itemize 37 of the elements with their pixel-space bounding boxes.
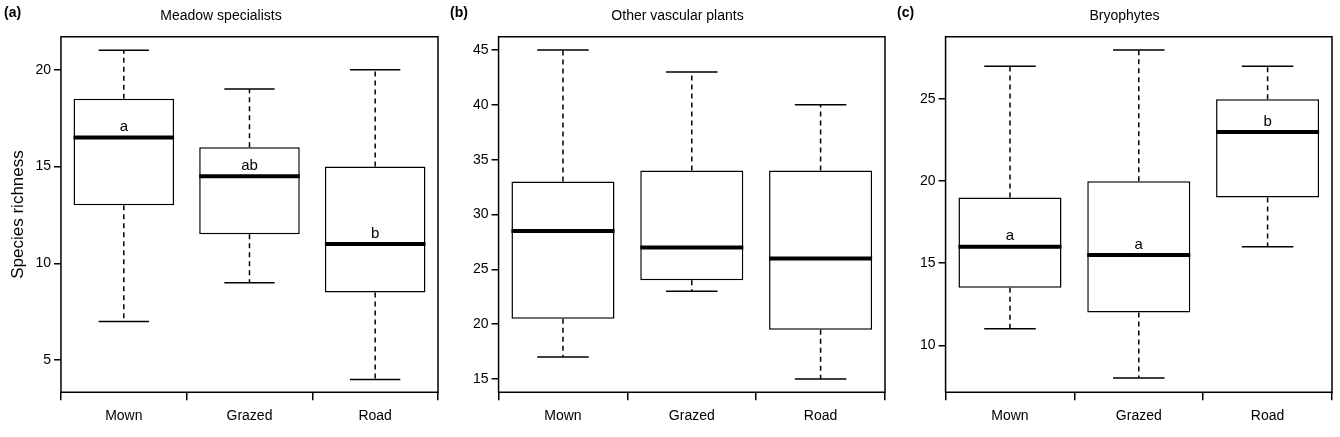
annotation: a — [1134, 234, 1144, 252]
y-tick-label: 40 — [472, 95, 489, 112]
y-tick-label: 15 — [919, 254, 936, 271]
y-tick-label: 30 — [472, 205, 489, 222]
x-tick-label: Grazed — [1115, 407, 1162, 424]
x-tick-label: Mown — [105, 407, 143, 424]
text: (a) — [4, 3, 22, 20]
x-tick-label: Mown — [991, 407, 1029, 424]
y-tick-label: 20 — [472, 315, 489, 332]
chart-title: Bryophytes — [1089, 7, 1160, 24]
y-tick-label: 35 — [472, 150, 489, 167]
y-tick-label: 10 — [35, 254, 52, 271]
y-tick-label: 15 — [472, 369, 489, 386]
y-tick-label: 5 — [43, 351, 52, 368]
y-tick-label: 45 — [472, 40, 489, 57]
y-tick-label: 10 — [919, 336, 936, 353]
x-tick-label: Grazed — [668, 407, 715, 424]
x-tick-label: Road — [358, 407, 392, 424]
text: (c) — [897, 3, 915, 20]
x-tick-label: Mown — [544, 407, 582, 424]
y-tick-label: 20 — [919, 172, 936, 189]
annotation: b — [370, 223, 380, 241]
y-axis-title: Species richness — [7, 150, 27, 279]
x-tick-label: Grazed — [226, 407, 273, 424]
y-tick-label: 25 — [472, 260, 489, 277]
text: (b) — [450, 3, 468, 20]
x-tick-label: Road — [803, 407, 838, 424]
chart-title: Other vascular plants — [611, 7, 744, 24]
y-tick-label: 25 — [919, 90, 936, 107]
chart-title: Meadow specialists — [160, 7, 282, 24]
y-tick-label: 20 — [35, 60, 52, 77]
x-tick-label: Road — [1250, 407, 1285, 424]
y-tick-label: 15 — [35, 157, 52, 174]
annotation: a — [1005, 226, 1015, 244]
annotation: a — [119, 117, 129, 135]
annotation: b — [1263, 111, 1272, 129]
annotation: ab — [241, 155, 258, 173]
